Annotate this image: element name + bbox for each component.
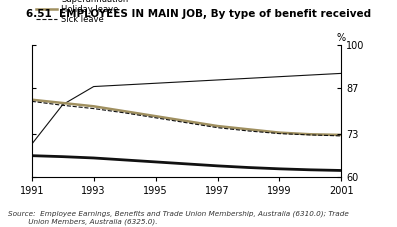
Legend: Long-service leave, Superannuation, Holiday leave, Sick leave: Long-service leave, Superannuation, Holi…	[33, 0, 144, 27]
Text: 6.51  EMPLOYEES IN MAIN JOB, By type of benefit received: 6.51 EMPLOYEES IN MAIN JOB, By type of b…	[26, 9, 371, 19]
Text: %: %	[337, 33, 346, 43]
Text: Source:  Employee Earnings, Benefits and Trade Union Membership, Australia (6310: Source: Employee Earnings, Benefits and …	[8, 210, 349, 225]
